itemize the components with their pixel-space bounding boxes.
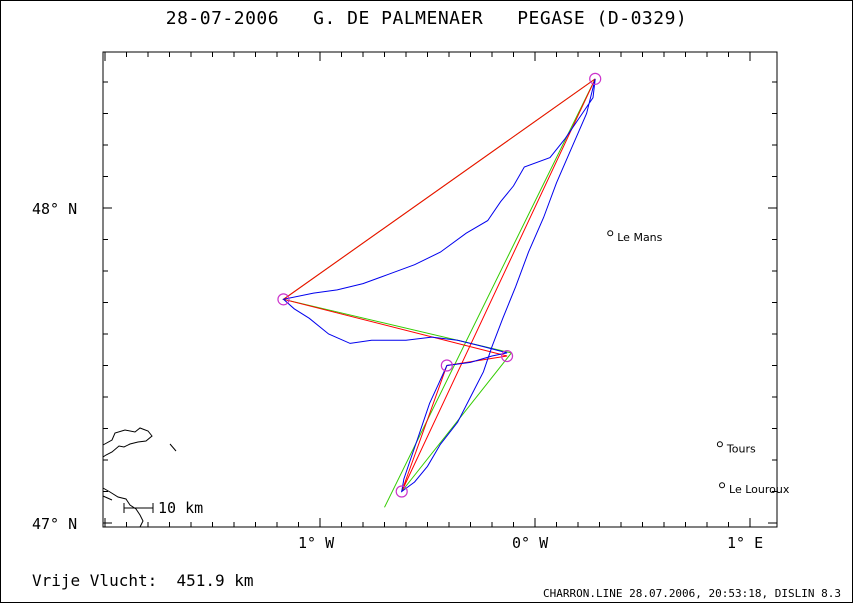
pilot-name: G. DE PALMENAER [313, 8, 484, 29]
turnpoint-marker [395, 485, 408, 498]
task-route-line [282, 78, 596, 492]
axis-ticks [103, 52, 777, 527]
page-title: 28-07-2006 G. DE PALMENAER PEGASE (D-032… [0, 8, 853, 29]
city-tours: Tours [716, 441, 756, 455]
city-dot [716, 441, 723, 448]
lon-label-1e: 1° E [727, 534, 763, 552]
coastline [102, 427, 177, 528]
optimized-route-line [282, 78, 596, 508]
lat-label-48: 48° N [32, 200, 77, 218]
flight-date: 28-07-2006 [165, 8, 280, 29]
footer-info: CHARRON.LINE 28.07.2006, 20:53:18, DISLI… [542, 587, 841, 600]
scale-bar-label: 10 km [158, 499, 203, 517]
city-dot [719, 482, 726, 489]
city-label: Tours [726, 442, 756, 455]
flight-track-line [282, 78, 596, 493]
city-label: Le Louroux [729, 483, 790, 496]
plot-area [102, 51, 778, 528]
turnpoint-marker [589, 72, 602, 85]
turnpoint-markers [277, 72, 602, 498]
free-flight-value: 451.9 km [176, 571, 254, 590]
city-markers: Le Mans Tours Le Louroux [607, 230, 790, 496]
scale-bar: 10 km [123, 499, 203, 517]
glider-name: PEGASE (D-0329) [517, 8, 688, 29]
city-label: Le Mans [617, 231, 662, 244]
lat-label-47: 47° N [32, 515, 77, 533]
city-dot [607, 230, 614, 237]
city-le-mans: Le Mans [607, 230, 663, 244]
turnpoint-marker [440, 359, 453, 372]
lon-label-1w: 1° W [298, 534, 335, 552]
turnpoint-marker [277, 293, 290, 306]
city-le-louroux: Le Louroux [719, 482, 790, 496]
free-flight-distance: Vrije Vlucht: 451.9 km [32, 571, 254, 590]
turnpoint-marker [500, 349, 514, 363]
lon-label-0w: 0° W [512, 534, 549, 552]
free-flight-label: Vrije Vlucht: [32, 571, 158, 590]
